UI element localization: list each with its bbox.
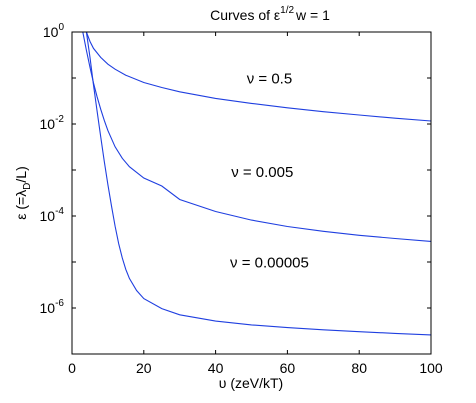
y-tick-label: 100 [43, 22, 65, 40]
series-label-1: ν = 0.5 [247, 71, 292, 88]
x-tick-label: 40 [208, 360, 224, 376]
y-tick-label-exponent: 0 [58, 22, 64, 33]
series-annotations: ν = 0.5 ν = 0.005 ν = 0.00005 [230, 71, 309, 272]
y-tick-label: 10-2 [40, 114, 65, 132]
x-tick-label: 60 [280, 360, 296, 376]
x-tick-label: 80 [351, 360, 367, 376]
chart-title-superscript: 1/2 [280, 5, 294, 16]
y-tick-label: 10-4 [40, 206, 65, 224]
axes-frame [71, 31, 432, 355]
series-line-3 [85, 31, 432, 336]
y-tick-label: 10-6 [40, 298, 65, 316]
y-tick-label-base: 10 [43, 24, 59, 40]
x-axis-ticks: 0 20 40 60 80 100 [68, 32, 443, 376]
series-line-1 [85, 31, 432, 122]
y-axis-label-main: ε (=λ [13, 190, 29, 220]
x-tick-label: 0 [68, 360, 76, 376]
series-label-3: ν = 0.00005 [230, 255, 309, 272]
chart-title-tail: w = 1 [295, 7, 330, 23]
y-tick-label-base: 10 [40, 300, 56, 316]
y-tick-label-base: 10 [40, 208, 56, 224]
x-tick-label: 100 [419, 360, 443, 376]
y-tick-label-base: 10 [40, 116, 56, 132]
chart-title-base: Curves of ε [210, 7, 280, 23]
y-tick-label-exponent: -4 [55, 206, 64, 217]
y-tick-label-exponent: -2 [55, 114, 64, 125]
series-line-2 [82, 31, 432, 242]
series-label-2: ν = 0.005 [231, 164, 293, 181]
x-axis-label: υ (zeV/kT) [219, 375, 283, 391]
y-axis-label-subscript: D [22, 183, 33, 190]
y-axis-label: ε (=λD/L) [13, 166, 33, 220]
plot-area [82, 31, 432, 336]
y-axis-label-tail: /L) [13, 166, 29, 182]
x-tick-label: 20 [136, 360, 152, 376]
chart-title: Curves of ε1/2 w = 1 [210, 5, 330, 23]
y-tick-label-exponent: -6 [55, 298, 64, 309]
